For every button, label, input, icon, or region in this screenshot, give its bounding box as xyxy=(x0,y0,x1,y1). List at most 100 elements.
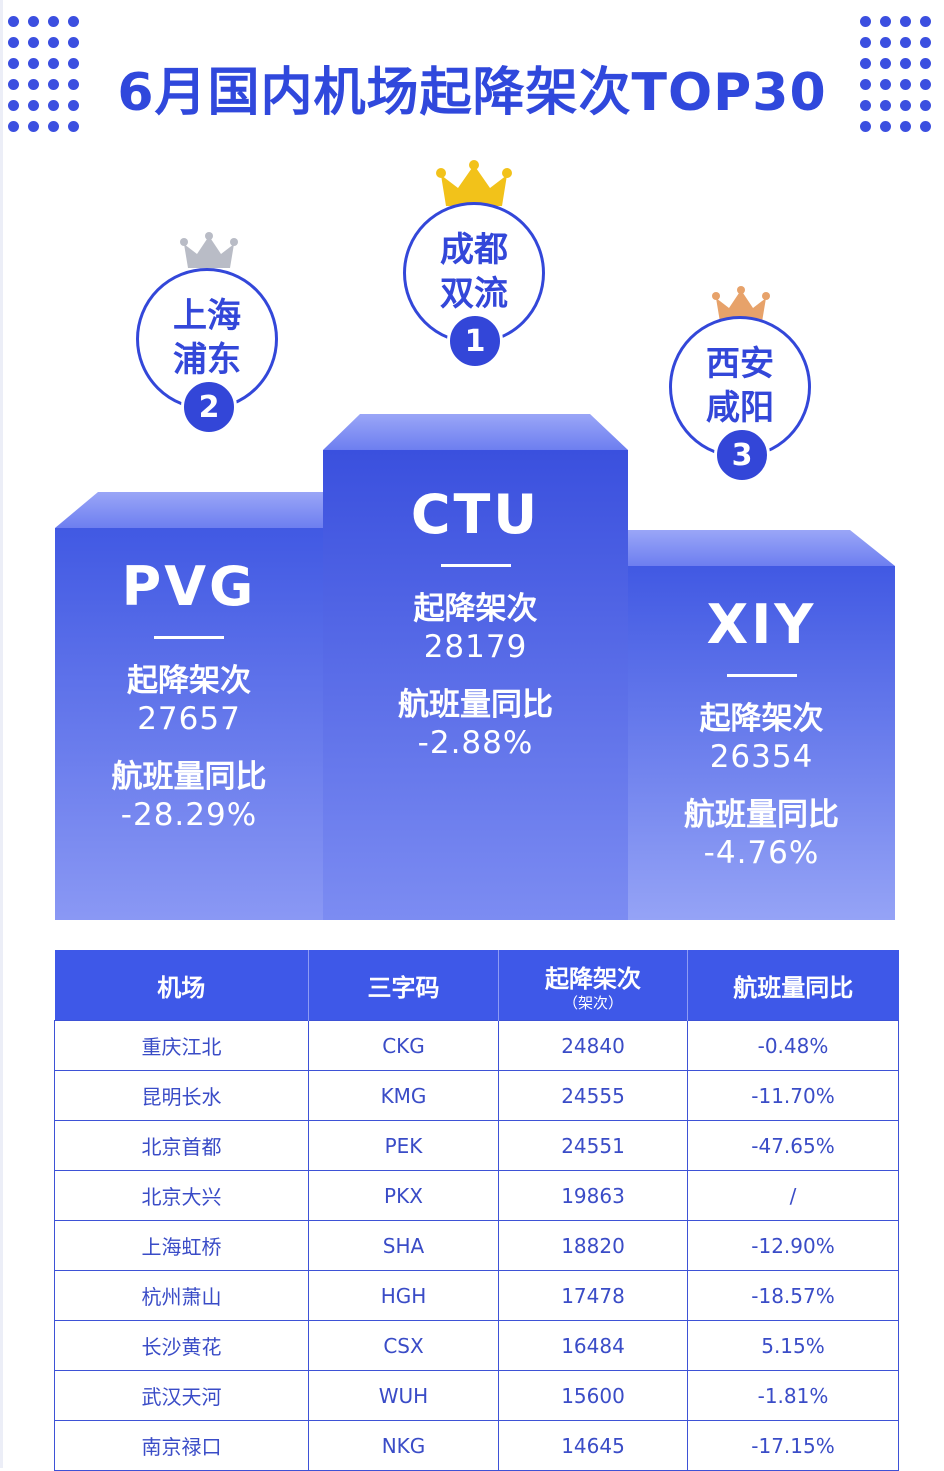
dot xyxy=(900,121,911,132)
cell-flights: 14645 xyxy=(498,1420,688,1471)
flights-label: 起降架次 xyxy=(413,591,538,627)
cell-code: WUH xyxy=(308,1370,499,1421)
col-header-yoy: 航班量同比 xyxy=(687,950,899,1021)
cell-flights: 17478 xyxy=(498,1270,688,1321)
dot xyxy=(920,79,931,90)
dot xyxy=(900,37,911,48)
cell-code: NKG xyxy=(308,1420,499,1471)
page-title: 6月国内机场起降架次TOP30 xyxy=(117,63,827,123)
dot xyxy=(880,58,891,69)
table-row: 北京首都 PEK 24551 -47.65% xyxy=(54,1120,899,1171)
table-row: 杭州萧山 HGH 17478 -18.57% xyxy=(54,1270,899,1321)
podium-second-place: PVG 起降架次 27657 航班量同比 -28.29% xyxy=(55,528,323,920)
cell-airport: 杭州萧山 xyxy=(54,1270,309,1321)
table-row: 北京大兴 PKX 19863/ xyxy=(54,1170,899,1221)
cell-flights: 24555 xyxy=(498,1070,688,1121)
cell-airport: 上海虹桥 xyxy=(54,1220,309,1271)
rank-badge-1: 1 xyxy=(447,313,503,369)
dot xyxy=(48,37,59,48)
dot xyxy=(900,79,911,90)
dot xyxy=(860,16,871,27)
table-row: 昆明长水 KMG 24555 -11.70% xyxy=(54,1070,899,1121)
dot xyxy=(860,37,871,48)
dot xyxy=(880,100,891,111)
cell-airport: 昆明长水 xyxy=(54,1070,309,1121)
dot xyxy=(880,37,891,48)
rank-badge-2: 2 xyxy=(181,379,237,435)
dot xyxy=(68,79,79,90)
cell-yoy: -0.48% xyxy=(687,1020,899,1071)
cell-code: PKX xyxy=(308,1170,499,1221)
podium-top-1 xyxy=(323,414,628,450)
cell-flights: 24840 xyxy=(498,1020,688,1071)
podium-first-place: CTU 起降架次 28179 航班量同比 -2.88% xyxy=(323,450,628,920)
medal-name-line2: 咸阳 xyxy=(706,388,774,428)
dot xyxy=(28,121,39,132)
col-header-code: 三字码 xyxy=(308,950,499,1021)
airport-code: PVG xyxy=(121,555,257,618)
yoy-value: -4.76% xyxy=(703,835,820,872)
dot xyxy=(920,58,931,69)
divider xyxy=(154,636,224,639)
cell-code: CKG xyxy=(308,1020,499,1071)
cell-code: PEK xyxy=(308,1120,499,1171)
divider xyxy=(440,564,511,567)
dot xyxy=(920,37,931,48)
dot xyxy=(68,121,79,132)
airport-code: XIY xyxy=(706,593,817,656)
cell-yoy: -12.90% xyxy=(687,1220,899,1271)
dot-pattern-left xyxy=(8,16,79,132)
table-row: 上海虹桥 SHA 18820 -12.90% xyxy=(54,1220,899,1271)
dot xyxy=(68,58,79,69)
table-header-row: 机场 三字码 起降架次 （架次） 航班量同比 xyxy=(54,950,899,1021)
dot xyxy=(8,16,19,27)
yoy-label: 航班量同比 xyxy=(398,686,553,723)
cell-yoy: -1.81% xyxy=(687,1370,899,1421)
yoy-value: -28.29% xyxy=(120,797,258,834)
cell-yoy: -47.65% xyxy=(687,1120,899,1171)
dot xyxy=(48,100,59,111)
airport-code: CTU xyxy=(410,483,541,546)
dot xyxy=(28,58,39,69)
cell-flights: 19863 xyxy=(498,1170,688,1221)
dot xyxy=(920,121,931,132)
cell-code: HGH xyxy=(308,1270,499,1321)
medal-third: 西安 咸阳 xyxy=(669,316,811,458)
dot xyxy=(860,100,871,111)
cell-yoy: -18.57% xyxy=(687,1270,899,1321)
col-header-airport: 机场 xyxy=(54,950,309,1021)
medal-name-line2: 浦东 xyxy=(173,340,241,380)
cell-flights: 18820 xyxy=(498,1220,688,1271)
dot xyxy=(900,16,911,27)
dot xyxy=(48,121,59,132)
ranking-table: 机场 三字码 起降架次 （架次） 航班量同比 重庆江北 CKG 24840 -0.48… xyxy=(54,950,899,1471)
medal-name-line1: 成都 xyxy=(440,230,508,271)
medal-name-line1: 上海 xyxy=(173,296,241,337)
dot xyxy=(860,121,871,132)
dot xyxy=(8,37,19,48)
cell-yoy: -11.70% xyxy=(687,1070,899,1121)
table-body: 重庆江北 CKG 24840 -0.48% 昆明长水 KMG 24555 -11.70% 北京首… xyxy=(54,1020,899,1471)
cell-yoy: / xyxy=(687,1170,899,1221)
cell-airport: 北京大兴 xyxy=(54,1170,309,1221)
dot xyxy=(48,58,59,69)
cell-flights: 16484 xyxy=(498,1320,688,1371)
dot xyxy=(68,100,79,111)
silver-crown-icon xyxy=(180,232,238,268)
cell-airport: 武汉天河 xyxy=(54,1370,309,1421)
podium-top-2 xyxy=(55,492,323,528)
cell-airport: 南京禄口 xyxy=(54,1420,309,1471)
dot xyxy=(68,37,79,48)
dot xyxy=(68,16,79,27)
table-row: 长沙黄花 CSX 16484 5.15% xyxy=(54,1320,899,1371)
cell-airport: 长沙黄花 xyxy=(54,1320,309,1371)
table-row: 武汉天河 WUH 15600 -1.81% xyxy=(54,1370,899,1421)
dot xyxy=(28,16,39,27)
cell-flights: 24551 xyxy=(498,1120,688,1171)
dot xyxy=(8,58,19,69)
dot xyxy=(28,100,39,111)
dot xyxy=(880,16,891,27)
dot-pattern-right xyxy=(860,16,931,132)
col-header-flights: 起降架次 （架次） xyxy=(498,950,688,1021)
